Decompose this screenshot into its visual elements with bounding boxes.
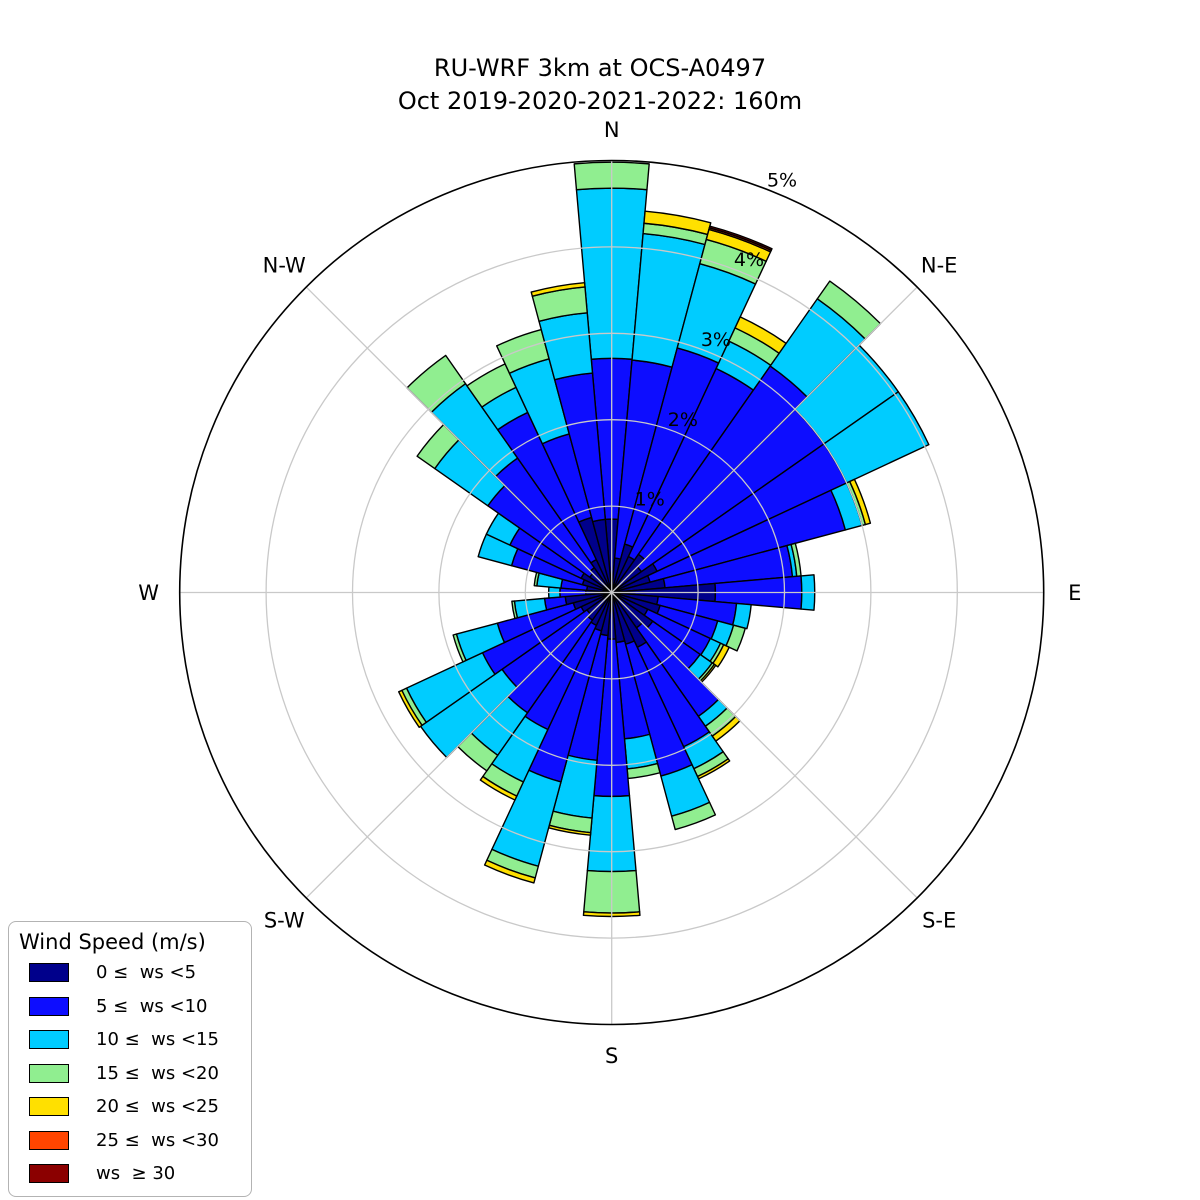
radial-tick-label: 2% [668,409,698,431]
windrose-sector [479,775,518,801]
legend-item-label: 20 ≤ ws <25 [96,1096,219,1117]
grid-spoke [305,286,613,593]
windrose-sector [398,689,423,728]
grid-spoke [611,592,918,899]
chart-title-line2: Oct 2019-2020-2021-2022: 160m [397,87,803,115]
legend-swatch [29,1097,69,1116]
legend-item-label: 0 ≤ ws <5 [96,962,197,983]
windrose-sector [708,225,773,252]
compass-label-W: W [138,581,159,605]
windrose-sector [452,633,467,663]
legend-swatch [29,1030,69,1049]
radial-tick-label: 3% [701,329,731,351]
legend-item: ws ≥ 30 [29,1163,243,1184]
legend-item: 5 ≤ ws <10 [29,996,243,1017]
radial-tick-label: 1% [635,489,665,511]
legend-item-label: ws ≥ 30 [96,1163,176,1184]
windrose-sector [483,859,536,884]
windrose-sector [530,281,586,297]
compass-label-N-E: N-E [921,254,958,278]
legend-item-label: 10 ≤ ws <15 [96,1029,219,1050]
legend-title: Wind Speed (m/s) [19,930,206,954]
legend-item: 20 ≤ ws <25 [29,1096,243,1117]
compass-label-N-W: N-W [263,254,306,278]
wind-speed-legend: Wind Speed (m/s) 0 ≤ ws <5 5 ≤ ws <10 10 ≤… [8,921,252,1197]
legend-item: 15 ≤ ws <20 [29,1063,243,1084]
grid-spoke [611,286,918,593]
legend-items: 0 ≤ ws <5 5 ≤ ws <10 10 ≤ ws <15 15 ≤ ws <2… [19,962,243,1184]
compass-label-N: N [604,118,620,142]
legend-swatch [29,1164,69,1183]
legend-item: 0 ≤ ws <5 [29,962,243,983]
legend-swatch [29,1130,69,1150]
legend-item-label: 15 ≤ ws <20 [96,1062,219,1084]
legend-swatch [29,1063,69,1083]
legend-item: 25 ≤ ws <30 [29,1130,243,1151]
windrose-sector [406,354,467,413]
windrose-sector [849,478,872,526]
legend-item: 10 ≤ ws <15 [29,1029,243,1050]
compass-label-S-W: S-W [264,908,305,932]
windrose-sector [732,602,752,630]
compass-label-E: E [1068,581,1081,605]
legend-swatch [29,996,69,1016]
legend-item-label: 5 ≤ ws <10 [96,995,208,1017]
legend-swatch [29,963,69,982]
chart-title-line1: RU-WRF 3km at OCS-A0497 [433,54,767,82]
polar-axis-boundary [178,159,1045,1026]
legend-item-label: 25 ≤ ws <30 [96,1129,219,1151]
grid-spoke [305,592,613,899]
windrose-sector [670,801,717,831]
compass-label-S-E: S-E [922,908,956,932]
radial-tick-label: 5% [767,169,797,191]
compass-label-S: S [605,1044,618,1068]
windrose-sector [511,600,519,620]
radial-tick-label: 4% [734,249,764,271]
